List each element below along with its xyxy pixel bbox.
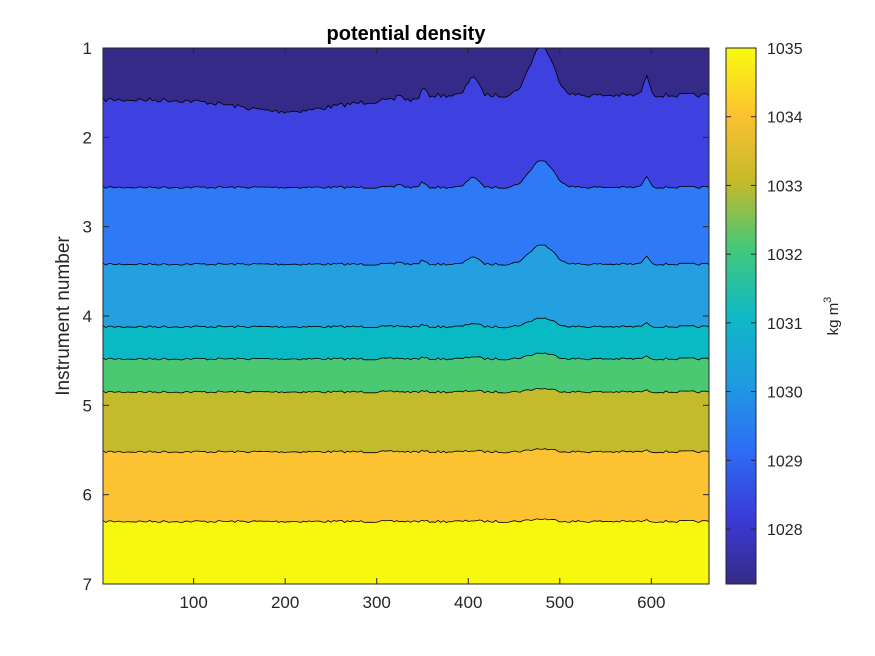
y-tick-label-1: 1 xyxy=(83,39,92,58)
contour-band-7 xyxy=(103,388,709,453)
y-tick-label-6: 6 xyxy=(83,486,92,505)
contour-line-1030 xyxy=(102,244,710,266)
contour-band-4 xyxy=(103,245,709,328)
x-tick-label-300: 300 xyxy=(363,593,391,612)
x-tick-label-600: 600 xyxy=(637,593,665,612)
colorbar-tick-label-1028: 1028 xyxy=(767,522,803,539)
y-tick-label-2: 2 xyxy=(83,128,92,147)
y-tick-label-3: 3 xyxy=(83,218,92,237)
colorbar-tick-label-1033: 1033 xyxy=(767,178,803,195)
contour-line-1028 xyxy=(102,47,710,114)
chart-title: potential density xyxy=(327,23,487,45)
colorbar-label-exponent: 3 xyxy=(822,297,834,303)
colorbar-label-unit: kg m xyxy=(825,303,842,336)
colorbar xyxy=(725,47,757,585)
colorbar-tick-label-1035: 1035 xyxy=(767,41,803,58)
x-tick-label-200: 200 xyxy=(271,593,299,612)
x-axis: 100 200 300 400 500 600 xyxy=(179,48,666,612)
contour-plot-area xyxy=(102,47,710,584)
contour-line-1029 xyxy=(102,160,710,189)
y-axis: 1 2 3 4 5 6 7 xyxy=(83,39,709,594)
colorbar-tick-label-1030: 1030 xyxy=(767,385,803,402)
contour-line-1033 xyxy=(102,387,710,394)
y-tick-label-7: 7 xyxy=(83,575,92,594)
colorbar-ticks: 1028 1029 1030 1031 1032 1033 1034 1035 xyxy=(726,41,803,539)
y-tick-label-4: 4 xyxy=(83,307,92,326)
colorbar-tick-label-1034: 1034 xyxy=(767,110,803,127)
contour-line-1032 xyxy=(102,352,710,361)
contour-band-5 xyxy=(103,317,709,360)
y-axis-label: Instrument number xyxy=(53,236,74,396)
contour-line-1034 xyxy=(102,448,710,454)
colorbar-tick-label-1031: 1031 xyxy=(767,316,803,333)
contour-band-8 xyxy=(103,448,709,523)
contour-band-1 xyxy=(103,48,709,114)
x-tick-label-500: 500 xyxy=(546,593,574,612)
y-tick-label-5: 5 xyxy=(83,396,92,415)
contour-line-1031 xyxy=(102,317,710,329)
contour-band-2 xyxy=(103,48,709,189)
colorbar-label: kg m3 xyxy=(822,297,842,336)
colorbar-tick-label-1029: 1029 xyxy=(767,453,803,470)
contour-band-9 xyxy=(103,518,709,584)
contour-line-1035 xyxy=(102,518,710,524)
colorbar-tick-label-1032: 1032 xyxy=(767,247,803,264)
x-tick-label-100: 100 xyxy=(179,593,207,612)
contour-band-6 xyxy=(103,352,709,393)
x-tick-label-400: 400 xyxy=(454,593,482,612)
